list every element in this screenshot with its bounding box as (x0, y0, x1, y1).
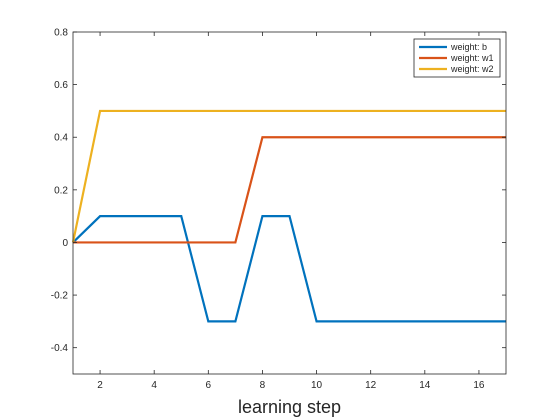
x-tick-label: 4 (151, 380, 157, 391)
y-tick-label: 0.8 (54, 28, 68, 39)
y-tick-label: -0.4 (51, 343, 69, 354)
y-tick-label: 0.6 (54, 80, 68, 91)
axes-box (72, 31, 507, 375)
legend-label-1: weight: b (450, 42, 487, 52)
legend-label-3: weight: w2 (450, 64, 494, 74)
x-tick-label: 2 (97, 380, 103, 391)
x-axis-label: learning step (238, 397, 341, 417)
series-line-2 (73, 136, 506, 244)
y-tick-label: 0.4 (54, 133, 68, 144)
tick-layer: 2 4 6 8 10 12 14 16 -0.4 -0.2 0 0.2 0.4 0.6 0.8 (51, 28, 506, 391)
x-tick-label: 14 (419, 380, 431, 391)
x-tick-label: 16 (473, 380, 485, 391)
y-tick-label: -0.2 (51, 291, 69, 302)
x-tick-label: 12 (365, 380, 377, 391)
y-tick-label: 0.2 (54, 185, 68, 196)
x-tick-label: 10 (311, 380, 323, 391)
series-line-1 (72, 215, 506, 323)
plot-area (73, 32, 506, 374)
legend-label-2: weight: w1 (450, 53, 494, 63)
x-tick-label: 8 (260, 380, 266, 391)
x-tick-label: 6 (206, 380, 212, 391)
series-layer (71, 109, 506, 323)
y-tick-label: 0 (62, 238, 68, 249)
series-line-3 (71, 109, 506, 243)
